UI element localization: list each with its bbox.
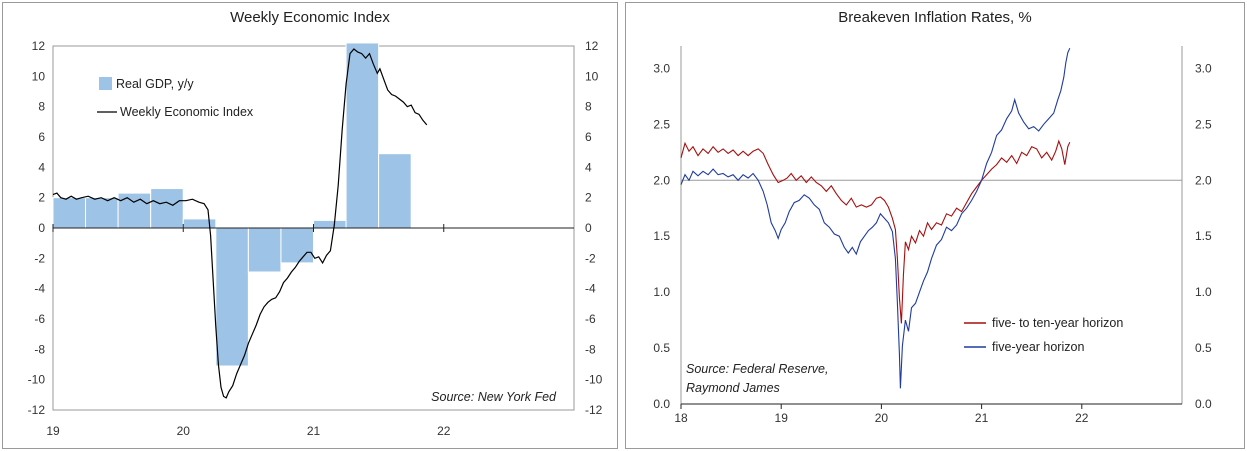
chart-title: Weekly Economic Index [230, 9, 390, 26]
x-tick-label: 20 [875, 411, 889, 425]
legend-swatch-gdp [99, 77, 112, 90]
legend-label-five-to-ten: five- to ten-year horizon [992, 316, 1123, 330]
weekly-economic-index-chart: 19 20 21 22-12 -12-10 -10-8 -8-6 -6-4 -4-2 -20 02 2… [28, 39, 603, 438]
y-tick-label-right: -4 [585, 282, 596, 296]
y-tick-label-right: 2 [585, 191, 592, 205]
y-tick-label-right: -6 [585, 312, 596, 326]
x-tick-label: 20 [177, 424, 191, 438]
y-tick-label-left: 4 [38, 160, 45, 174]
y-tick-label-right: 2.5 [1195, 117, 1212, 131]
chart-title: Breakeven Inflation Rates, % [838, 9, 1032, 26]
y-tick-label-left: 6 [38, 130, 45, 144]
y-tick-label-right: 12 [585, 39, 599, 53]
gdp-bar [215, 227, 249, 367]
legend-label-five-year: five-year horizon [992, 340, 1084, 354]
x-tick-label: 22 [1075, 411, 1089, 425]
y-tick-label-left: -6 [34, 312, 45, 326]
y-tick-label-left: -2 [34, 251, 45, 265]
y-tick-label-left: 2 [38, 191, 45, 205]
y-tick-label-left: -4 [34, 282, 45, 296]
chart-panel-weekly-economic-index: Weekly Economic Index 19 20 21 22 -12 -12 -10-… [2, 2, 618, 449]
y-tick-label-left: 2.0 [653, 173, 670, 187]
gdp-bar [182, 218, 217, 229]
y-tick-label-right: 10 [585, 69, 599, 83]
y-tick-label-left: -12 [28, 403, 46, 417]
y-tick-label-right: 1.5 [1195, 229, 1212, 243]
gdp-bar [117, 192, 152, 229]
x-tick-label: 22 [437, 424, 451, 438]
y-tick-label-right: -12 [585, 403, 603, 417]
y-tick-label-left: 1.5 [653, 229, 670, 243]
gdp-bar [150, 188, 184, 229]
x-tick-label: 18 [674, 411, 688, 425]
gdp-bar [85, 197, 119, 229]
gdp-bar [247, 227, 282, 273]
x-tick-label: 21 [975, 411, 989, 425]
gdp-bar [280, 227, 314, 264]
y-tick-label-right: 0.0 [1195, 397, 1212, 411]
chart-panel-breakeven-inflation: Breakeven Inflation Rates, % 0.0 0.0 0.5 0.… [625, 2, 1245, 449]
y-tick-label-right: 8 [585, 100, 592, 114]
y-tick-label-right: 3.0 [1195, 61, 1212, 75]
y-tick-label-right: 2.0 [1195, 173, 1212, 187]
source-note: Source: New York Fed [431, 390, 557, 404]
y-tick-label-left: 12 [32, 39, 46, 53]
gdp-bar [345, 42, 380, 229]
y-tick-label-right: 0.5 [1195, 341, 1212, 355]
x-tick-label: 19 [46, 424, 60, 438]
x-tick-label: 21 [307, 424, 321, 438]
weekly-economic-index-line [52, 48, 428, 399]
y-tick-label-left: 2.5 [653, 117, 670, 131]
y-tick-label-right: 0 [585, 221, 592, 235]
y-tick-label-left: 0 [38, 221, 45, 235]
breakeven-inflation-chart: 0.0 0.0 0.5 0.5 1.0 1.0 1.5 1.5 2.0 2.0 2.5 2.5 3.0 3… [653, 46, 1212, 425]
legend-label-wei: Weekly Economic Index [120, 105, 254, 119]
y-tick-label-left: -10 [28, 373, 46, 387]
five-year-line [680, 47, 1071, 389]
y-tick-label-right: -2 [585, 251, 596, 265]
y-tick-label-left: 8 [38, 100, 45, 114]
y-tick-label-left: 0.5 [653, 341, 670, 355]
gdp-bar [313, 219, 347, 229]
y-tick-label-left: 3.0 [653, 61, 670, 75]
y-tick-label-left: 0.0 [653, 397, 670, 411]
y-tick-label-left: -8 [34, 342, 45, 356]
gdp-bar [52, 197, 87, 229]
source-note-line-1: Source: Federal Reserve, [686, 362, 828, 376]
y-tick-label-left: 1.0 [653, 285, 670, 299]
y-tick-label-left: 10 [32, 69, 46, 83]
y-tick-label-right: -8 [585, 342, 596, 356]
gdp-bar [378, 153, 412, 229]
five-to-ten-year-line [680, 139, 1071, 324]
y-tick-label-right: 1.0 [1195, 285, 1212, 299]
source-note-line-2: Raymond James [686, 381, 780, 395]
y-tick-label-right: 6 [585, 130, 592, 144]
x-tick-label: 19 [775, 411, 789, 425]
legend-label-gdp: Real GDP, y/y [116, 77, 194, 91]
y-tick-label-right: -10 [585, 373, 603, 387]
y-tick-label-right: 4 [585, 160, 592, 174]
